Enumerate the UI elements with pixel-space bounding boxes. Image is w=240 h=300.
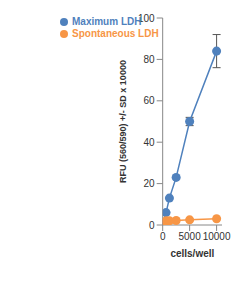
svg-text:RFU (560/590) +/- SD x 10000: RFU (560/590) +/- SD x 10000 — [118, 60, 128, 183]
svg-text:40: 40 — [144, 137, 156, 148]
svg-text:0: 0 — [160, 231, 166, 242]
html-text:Spontaneous LDH: Spontaneous LDH — [72, 28, 159, 39]
html-text:Maximum LDH: Maximum LDH — [72, 16, 142, 27]
svg-text:0: 0 — [149, 220, 155, 231]
svg-text:100: 100 — [138, 13, 155, 24]
svg-text:20: 20 — [144, 178, 156, 189]
svg-text:60: 60 — [144, 95, 156, 106]
svg-text:10000: 10000 — [203, 231, 231, 242]
svg-text:80: 80 — [144, 54, 156, 65]
svg-text:5000: 5000 — [179, 231, 202, 242]
svg-text:cells/well: cells/well — [170, 248, 214, 259]
